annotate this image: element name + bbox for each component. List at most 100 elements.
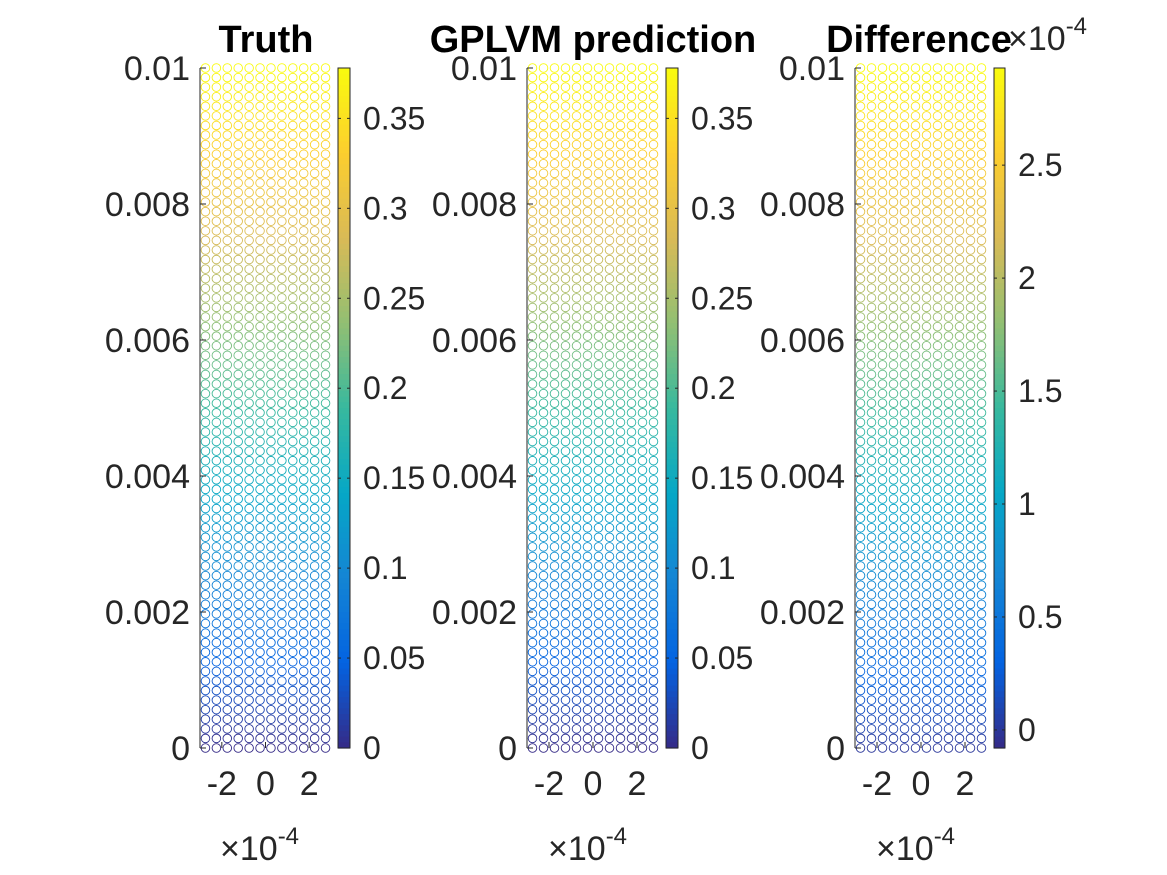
colorbar-segment [338, 311, 350, 318]
colorbar-segment [994, 663, 1005, 670]
scatter-point [954, 120, 965, 131]
scatter-point [538, 733, 549, 744]
scatter-point [888, 657, 899, 667]
scatter-point [538, 254, 549, 265]
scatter-point [233, 408, 243, 418]
scatter-point [233, 197, 243, 207]
scatter-point [320, 216, 331, 226]
scatter-point [277, 637, 287, 648]
scatter-point [320, 484, 331, 495]
scatter-point [288, 187, 298, 198]
scatter-point [976, 522, 987, 533]
scatter-point [266, 72, 276, 83]
scatter-point [888, 704, 899, 715]
scatter-point [288, 513, 298, 523]
scatter-point [855, 561, 866, 571]
colorbar-segment [994, 708, 1005, 715]
scatter-point [604, 724, 615, 734]
scatter-point [932, 216, 943, 226]
colorbar-segment [994, 504, 1005, 511]
scatter-point [877, 695, 888, 705]
scatter-point [527, 446, 538, 456]
scatter-point [976, 388, 987, 399]
scatter-point [637, 637, 648, 648]
scatter-point [211, 273, 222, 284]
x-axis-multiplier: ×10-4 [876, 823, 955, 868]
scatter-point [538, 609, 549, 619]
colorbar-segment [994, 396, 1005, 403]
scatter-point [593, 293, 604, 303]
scatter-point [921, 685, 932, 696]
scatter-point [954, 695, 965, 705]
scatter-point [954, 72, 965, 83]
scatter-point [538, 139, 549, 150]
scatter-point [320, 647, 331, 657]
scatter-point [593, 139, 604, 150]
scatter-point [560, 149, 571, 159]
scatter-point [527, 245, 538, 255]
scatter-point [615, 609, 626, 619]
colorbar-segment [338, 419, 350, 426]
scatter-point [648, 436, 659, 447]
scatter-point [877, 111, 888, 121]
scatter-point [954, 503, 965, 514]
scatter-point [604, 551, 615, 562]
scatter-point [943, 273, 954, 284]
scatter-point [244, 657, 254, 667]
scatter-series [855, 63, 987, 753]
scatter-point [266, 283, 276, 294]
colorbar-segment [994, 147, 1005, 154]
scatter-point [648, 714, 659, 725]
scatter-point [615, 130, 626, 140]
scatter-point [899, 187, 910, 198]
scatter-point [866, 168, 877, 179]
scatter-point [266, 436, 276, 447]
colorbar-segment [994, 612, 1005, 619]
scatter-point [277, 666, 287, 677]
scatter-point [233, 455, 243, 466]
scatter-point [527, 532, 538, 543]
scatter-point [200, 321, 211, 332]
scatter-point [288, 417, 298, 428]
scatter-point [582, 465, 593, 476]
scatter-point [593, 120, 604, 131]
colorbar-segment [994, 544, 1005, 551]
scatter-point [549, 714, 560, 725]
colorbar-segment [338, 651, 350, 658]
scatter-point [888, 503, 899, 514]
scatter-point [200, 609, 211, 619]
scatter-point [527, 599, 538, 610]
colorbar-segment [338, 300, 350, 307]
scatter-point [637, 312, 648, 322]
scatter-point [626, 599, 637, 610]
scatter-point [877, 321, 888, 332]
scatter-point [855, 206, 866, 217]
scatter-point [866, 206, 877, 217]
panel-2: GPLVM prediction00.0020.0040.0060.0080.0… [430, 19, 757, 868]
scatter-point [615, 408, 626, 418]
scatter-point [965, 206, 976, 217]
scatter-point [211, 532, 222, 543]
scatter-point [965, 302, 976, 313]
colorbar-segment [338, 277, 350, 284]
colorbar-tick-label: 0.35 [363, 100, 425, 136]
scatter-point [255, 168, 265, 179]
scatter-point [320, 733, 331, 744]
scatter-point [637, 599, 648, 610]
scatter-point [211, 628, 222, 638]
scatter-point [626, 427, 637, 437]
scatter-point [309, 283, 320, 294]
scatter-point [309, 647, 320, 657]
colorbar-segment [666, 442, 678, 449]
scatter-point [549, 369, 560, 380]
scatter-point [899, 570, 910, 581]
scatter-point [615, 321, 626, 332]
scatter-point [538, 321, 549, 332]
scatter-point [255, 618, 265, 629]
scatter-point [943, 331, 954, 341]
scatter-point [200, 666, 211, 677]
scatter-point [604, 197, 615, 207]
scatter-point [921, 714, 932, 725]
scatter-point [648, 206, 659, 217]
scatter-point [604, 733, 615, 744]
